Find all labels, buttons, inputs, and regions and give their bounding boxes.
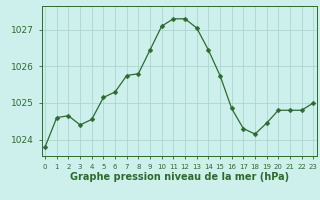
- X-axis label: Graphe pression niveau de la mer (hPa): Graphe pression niveau de la mer (hPa): [70, 172, 289, 182]
